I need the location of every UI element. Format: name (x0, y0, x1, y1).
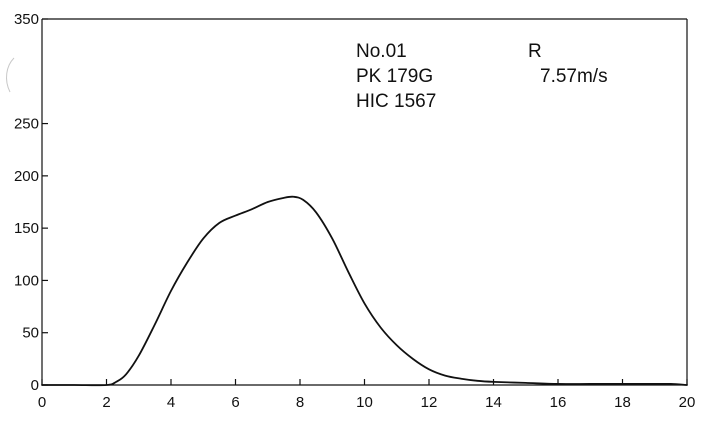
annotation-test-number: No.01 (356, 41, 407, 62)
annotation-impact-velocity: 7.57m/s (540, 66, 608, 87)
x-tick-label: 14 (485, 394, 502, 411)
x-tick-label: 20 (679, 394, 696, 411)
x-tick-label: 8 (296, 394, 304, 411)
acceleration-curve (41, 195, 688, 387)
x-tick-label: 12 (421, 394, 438, 411)
x-tick-label: 16 (550, 394, 567, 411)
annotation-peak-acceleration: PK 179G (356, 66, 433, 87)
annotation-side: R (528, 41, 542, 62)
y-tick-label: 350 (14, 11, 39, 28)
annotation-hic-value: HIC 1567 (356, 91, 436, 112)
y-tick-label: 150 (14, 220, 39, 237)
y-tick-label: 250 (14, 116, 39, 133)
y-tick-label: 0 (31, 377, 39, 394)
x-tick-label: 2 (102, 394, 110, 411)
x-tick-label: 18 (614, 394, 631, 411)
y-tick-label: 200 (14, 168, 39, 185)
y-tick-label: 100 (14, 272, 39, 289)
x-axis-ticks: 0 2 4 6 8 10 12 14 16 18 20 (38, 379, 696, 411)
x-tick-label: 0 (38, 394, 46, 411)
x-tick-label: 4 (167, 394, 175, 411)
series-group (41, 195, 688, 387)
x-tick-label: 10 (356, 394, 373, 411)
scan-smudge-mark (6, 57, 15, 93)
x-tick-label: 6 (231, 394, 239, 411)
annotation-block: No.01 R PK 179G 7.57m/s HIC 1567 (356, 41, 608, 112)
y-axis-ticks: 0 50 100 150 200 250 350 (14, 11, 48, 394)
y-tick-label: 50 (22, 325, 39, 342)
